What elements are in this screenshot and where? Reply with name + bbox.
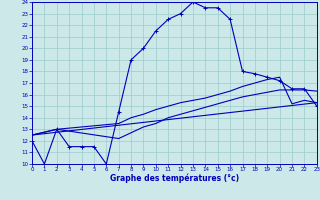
X-axis label: Graphe des températures (°c): Graphe des températures (°c) [110,174,239,183]
